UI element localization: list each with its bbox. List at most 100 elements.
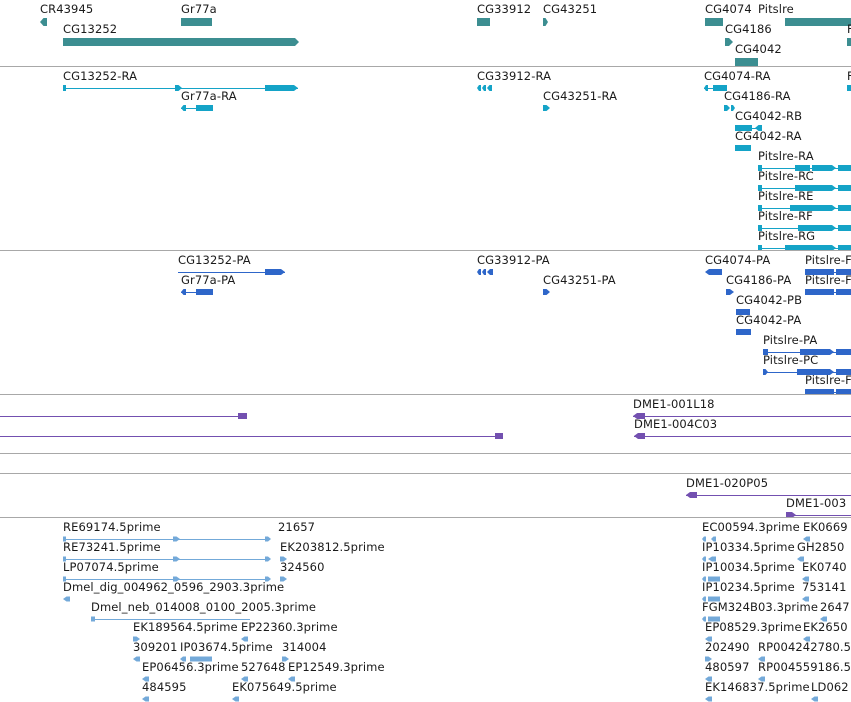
feature-glyph[interactable] xyxy=(0,178,851,198)
feature-glyph[interactable] xyxy=(0,629,851,649)
clone-track[interactable]: DME1-001L18 DME1-004C03 xyxy=(0,395,851,453)
feature-glyph[interactable] xyxy=(0,32,851,52)
feature-glyph[interactable] xyxy=(0,689,851,702)
feature-glyph[interactable] xyxy=(0,569,851,589)
track-divider[interactable] xyxy=(0,394,851,395)
feature-glyph[interactable] xyxy=(0,282,851,302)
feature-glyph[interactable] xyxy=(0,238,851,250)
feature-glyph[interactable] xyxy=(0,32,851,52)
feature-glyph[interactable] xyxy=(0,589,851,609)
exon-block xyxy=(705,636,712,641)
feature-glyph[interactable] xyxy=(0,649,851,669)
feature-glyph[interactable] xyxy=(0,138,851,158)
feature-glyph[interactable] xyxy=(0,198,851,218)
feature-glyph[interactable] xyxy=(0,609,851,629)
feature-glyph[interactable] xyxy=(0,406,851,426)
feature-glyph[interactable] xyxy=(0,342,851,362)
feature-glyph[interactable] xyxy=(0,218,851,238)
feature-glyph[interactable] xyxy=(0,549,851,569)
feature-glyph[interactable] xyxy=(0,78,851,98)
feature-glyph[interactable] xyxy=(0,158,851,178)
track-divider[interactable] xyxy=(0,517,851,518)
feature-glyph[interactable] xyxy=(0,382,851,394)
feature-glyph[interactable] xyxy=(0,669,851,689)
track-divider[interactable] xyxy=(0,250,851,251)
feature-glyph[interactable] xyxy=(0,669,851,689)
exon-block xyxy=(686,492,697,498)
clone-track-2[interactable]: DME1-020P05 DME1-003 xyxy=(0,474,851,517)
exon-block xyxy=(705,656,712,661)
feature-glyph[interactable] xyxy=(0,12,851,32)
feature-glyph[interactable] xyxy=(0,262,851,282)
feature-glyph[interactable] xyxy=(0,529,851,549)
track-divider[interactable] xyxy=(0,453,851,454)
feature-glyph[interactable] xyxy=(0,12,851,32)
feature-glyph[interactable] xyxy=(0,78,851,98)
protein-track[interactable]: CG13252-PA Gr77a-PA CG33912-PA CG43251-PA CG… xyxy=(0,251,851,394)
feature-glyph[interactable] xyxy=(0,426,851,446)
feature-glyph[interactable] xyxy=(0,118,851,138)
track-divider[interactable] xyxy=(0,473,851,474)
feature-glyph[interactable] xyxy=(0,78,851,98)
feature-glyph[interactable] xyxy=(0,12,851,32)
feature-label: EK189564.5prime xyxy=(133,620,238,634)
feature-label: LP07074.5prime xyxy=(63,560,159,574)
feature-glyph[interactable] xyxy=(0,32,851,52)
feature-glyph[interactable] xyxy=(0,78,851,98)
feature-glyph[interactable] xyxy=(0,669,851,689)
feature-glyph[interactable] xyxy=(0,649,851,669)
feature-glyph[interactable] xyxy=(0,98,851,118)
feature-glyph[interactable] xyxy=(0,302,851,322)
feature-glyph[interactable] xyxy=(0,689,851,702)
feature-glyph[interactable] xyxy=(0,282,851,302)
feature-glyph[interactable] xyxy=(0,12,851,32)
feature-glyph[interactable] xyxy=(0,609,851,629)
feature-glyph[interactable] xyxy=(0,282,851,302)
feature-glyph[interactable] xyxy=(0,406,851,426)
feature-glyph[interactable] xyxy=(0,262,851,282)
feature-glyph[interactable] xyxy=(0,529,851,549)
feature-glyph[interactable] xyxy=(0,589,851,609)
feature-glyph[interactable] xyxy=(0,689,851,702)
feature-glyph[interactable] xyxy=(0,629,851,649)
feature-glyph[interactable] xyxy=(0,322,851,342)
feature-glyph[interactable] xyxy=(0,52,851,66)
feature-glyph[interactable] xyxy=(0,589,851,609)
feature-glyph[interactable] xyxy=(0,485,851,505)
gene-track[interactable]: CR43945 Gr77a CG13252 CG33912 CG43251 CG4074 P… xyxy=(0,0,851,66)
feature-glyph[interactable] xyxy=(0,549,851,569)
feature-glyph[interactable] xyxy=(0,98,851,118)
feature-glyph[interactable] xyxy=(0,12,851,32)
feature-glyph[interactable] xyxy=(0,426,851,446)
feature-glyph[interactable] xyxy=(0,505,851,517)
feature-glyph[interactable] xyxy=(0,362,851,382)
feature-glyph[interactable] xyxy=(0,649,851,669)
empty-track[interactable] xyxy=(0,454,851,473)
feature-glyph[interactable] xyxy=(0,609,851,629)
exon-block xyxy=(543,105,550,111)
feature-glyph[interactable] xyxy=(0,689,851,702)
feature-glyph[interactable] xyxy=(0,549,851,569)
exon-block xyxy=(708,576,720,581)
feature-label: Gr77a-RA xyxy=(181,89,237,103)
feature-glyph[interactable] xyxy=(0,569,851,589)
feature-glyph[interactable] xyxy=(0,669,851,689)
feature-glyph[interactable] xyxy=(0,649,851,669)
feature-glyph[interactable] xyxy=(0,12,851,32)
feature-glyph[interactable] xyxy=(0,629,851,649)
feature-glyph[interactable] xyxy=(0,569,851,589)
feature-glyph[interactable] xyxy=(0,629,851,649)
track-divider[interactable] xyxy=(0,66,851,67)
feature-glyph[interactable] xyxy=(0,549,851,569)
est-track[interactable]: RE69174.5prime 21657 RE73241.5prime EK20381… xyxy=(0,518,851,702)
transcript-track[interactable]: CG13252-RA Gr77a-RA CG33912-RA CG43251-RA CG… xyxy=(0,67,851,250)
feature-glyph[interactable] xyxy=(0,649,851,669)
feature-glyph[interactable] xyxy=(0,282,851,302)
feature-label: CG13252-PA xyxy=(178,253,251,267)
feature-glyph[interactable] xyxy=(0,669,851,689)
feature-glyph[interactable] xyxy=(0,98,851,118)
feature-glyph[interactable] xyxy=(0,529,851,549)
feature-glyph[interactable] xyxy=(0,569,851,589)
feature-glyph[interactable] xyxy=(0,262,851,282)
feature-glyph[interactable] xyxy=(0,262,851,282)
